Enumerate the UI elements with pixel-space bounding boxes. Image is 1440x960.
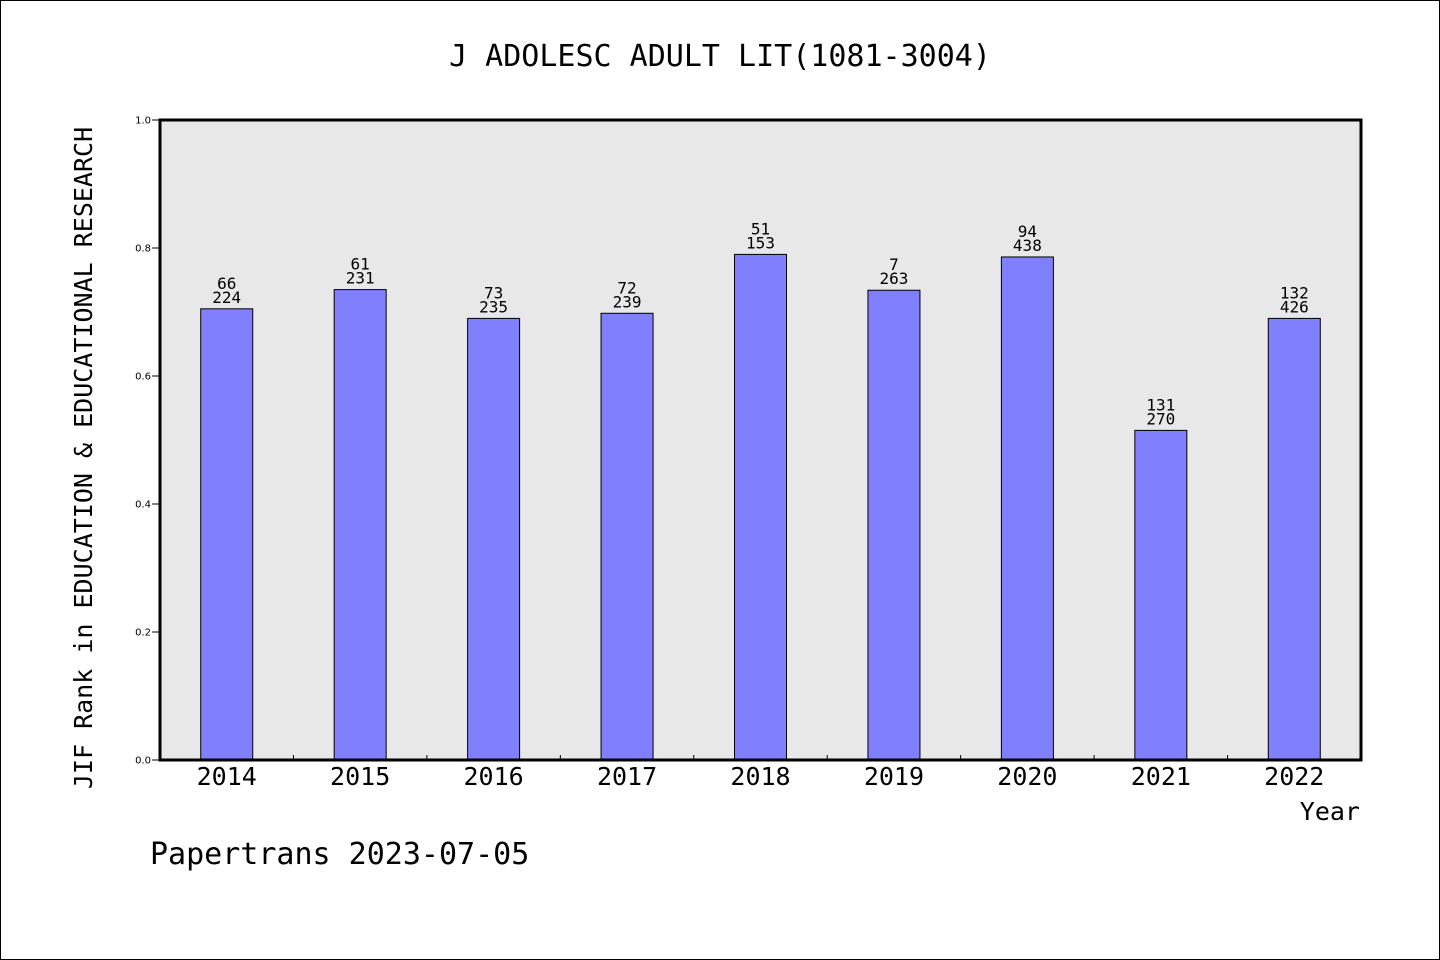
footer-text: Papertrans 2023-07-05 [150, 837, 529, 872]
y-tick-label: 0.4 [135, 500, 151, 511]
x-tick-label-2016: 2016 [464, 762, 524, 791]
total-label-2019: 263 [879, 269, 908, 288]
rank-label-2020: 94 [1018, 222, 1037, 241]
rank-label-2021: 131 [1146, 395, 1175, 414]
y-tick-label: 0.6 [135, 372, 151, 383]
bar-2022 [1267, 317, 1321, 761]
bar-2014 [200, 308, 254, 761]
total-label-2015: 231 [346, 269, 375, 288]
total-label-2016: 235 [479, 297, 508, 316]
bar-2016 [467, 317, 521, 761]
x-tick-label-2021: 2021 [1131, 762, 1191, 791]
bar-2019 [867, 289, 921, 761]
y-tick-label: 0.8 [135, 244, 151, 255]
total-label-2018: 153 [746, 233, 775, 252]
rank-label-2014: 66 [217, 274, 236, 293]
total-label-2014: 224 [212, 288, 241, 307]
y-axis: 0.0 0.2 0.4 0.6 0.8 1.0 [135, 116, 160, 767]
total-label-2021: 270 [1146, 409, 1175, 428]
rank-label-2022: 132 [1280, 283, 1309, 302]
total-label-2020: 438 [1013, 236, 1042, 255]
rank-label-2019: 7 [889, 255, 899, 274]
y-tick-label: 0.0 [135, 756, 151, 767]
bars-group [200, 253, 1321, 761]
bar-2017 [600, 312, 654, 761]
x-tick-label-2015: 2015 [330, 762, 390, 791]
x-tick-label-2014: 2014 [197, 762, 257, 791]
y-tick-label: 1.0 [135, 116, 151, 127]
y-axis-label: JIF Rank in EDUCATION & EDUCATIONAL RESE… [69, 127, 98, 789]
x-tick-label-2017: 2017 [597, 762, 657, 791]
bar-2015 [333, 289, 387, 761]
chart-title: J ADOLESC ADULT LIT(1081-3004) [449, 39, 991, 74]
x-tick-label-2022: 2022 [1264, 762, 1324, 791]
x-axis: 2014 2015 2016 2017 2018 2019 2020 2021 2022 [197, 755, 1324, 791]
x-tick-label-2018: 2018 [730, 762, 790, 791]
rank-label-2018: 51 [751, 219, 770, 238]
rank-label-2017: 72 [617, 278, 636, 297]
x-tick-label-2019: 2019 [864, 762, 924, 791]
total-label-2022: 426 [1280, 297, 1309, 316]
x-axis-label: Year [1300, 797, 1360, 826]
x-tick-label-2020: 2020 [997, 762, 1057, 791]
total-label-2017: 239 [613, 292, 642, 311]
plot-border [158, 118, 1363, 762]
bar-2020 [1000, 256, 1054, 761]
bar-2021 [1134, 429, 1188, 761]
bar-2018 [734, 253, 787, 761]
rank-label-2016: 73 [484, 283, 503, 302]
rank-label-2015: 61 [351, 255, 370, 274]
y-tick-label: 0.2 [135, 628, 151, 639]
